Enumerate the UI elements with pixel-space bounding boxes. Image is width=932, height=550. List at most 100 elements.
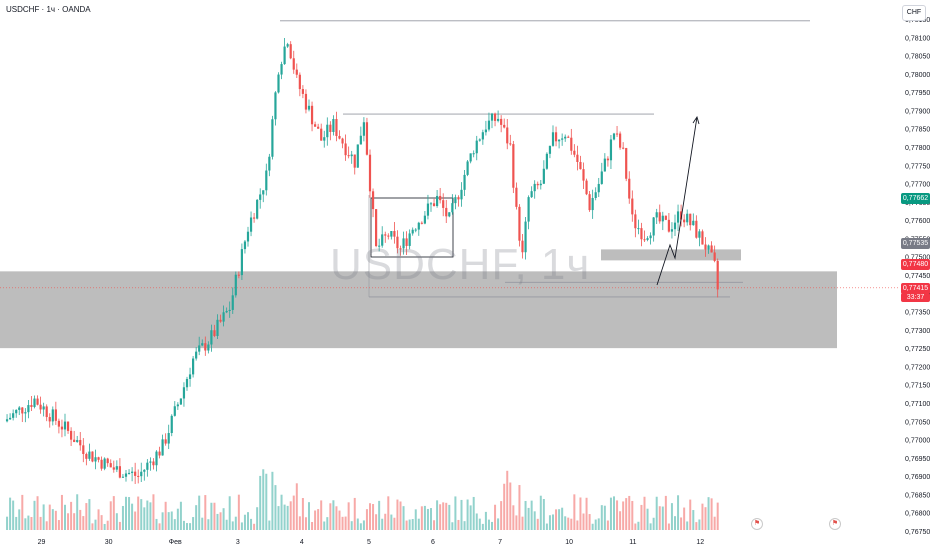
volume-bar <box>527 507 530 530</box>
candle <box>182 387 186 399</box>
candle <box>378 245 381 247</box>
volume-bar <box>408 519 411 530</box>
volume-bar <box>521 516 524 530</box>
candle <box>478 139 481 141</box>
candle <box>51 409 54 422</box>
candle <box>698 231 701 238</box>
volume-bar <box>695 522 698 530</box>
volume-bar <box>234 516 237 530</box>
candle <box>12 413 15 418</box>
candle <box>548 145 552 154</box>
volume-bar <box>189 523 192 530</box>
volume-bar <box>585 497 588 530</box>
volume-bar <box>54 510 57 530</box>
volume-bar <box>213 502 216 530</box>
volume-bar <box>463 521 466 530</box>
volume-bar <box>182 520 185 530</box>
volume-bar <box>27 515 30 530</box>
volume-bar <box>481 523 484 530</box>
us-flag-icon[interactable]: ⚑ <box>751 518 763 530</box>
us-flag-icon[interactable]: ⚑ <box>829 518 841 530</box>
price-tag-open: 0,77480 <box>901 259 930 270</box>
candle <box>246 231 250 242</box>
volume-bar <box>597 518 600 530</box>
candle <box>36 398 39 405</box>
volume-bar <box>576 520 579 530</box>
volume-bar <box>442 502 445 530</box>
x-tick-label: 4 <box>300 539 304 546</box>
volume-bar <box>484 511 487 530</box>
candle <box>490 113 494 121</box>
candle <box>396 236 399 249</box>
candle <box>15 409 18 414</box>
candle <box>42 406 45 410</box>
candle <box>570 137 573 151</box>
candle <box>466 161 469 175</box>
volume-bar <box>420 506 423 530</box>
candle <box>82 445 85 454</box>
candle <box>283 46 286 65</box>
resistance-box <box>601 249 741 261</box>
candle <box>356 144 359 168</box>
candle <box>362 122 365 136</box>
volume-bar <box>369 503 371 530</box>
volume-bar <box>417 518 420 530</box>
candle <box>66 421 70 431</box>
candle <box>289 44 292 59</box>
candle <box>701 231 704 245</box>
candle <box>253 217 256 219</box>
volume-bar <box>390 514 393 530</box>
volume-bar <box>512 505 515 530</box>
x-tick-label: 10 <box>565 539 573 546</box>
volume-bar <box>405 520 408 530</box>
volume-bar <box>652 517 655 530</box>
volume-bar <box>137 496 140 530</box>
candle <box>70 430 73 440</box>
volume-bar <box>149 502 152 530</box>
volume-bar <box>73 513 76 530</box>
volume-bar <box>143 507 146 530</box>
candle <box>143 469 146 472</box>
candle <box>79 439 82 446</box>
volume-bar <box>112 496 115 530</box>
candle <box>521 240 524 253</box>
candle <box>338 135 341 139</box>
candle <box>301 89 304 94</box>
y-tick-label: 0,78100 <box>905 35 930 42</box>
candle <box>448 212 451 217</box>
candle <box>237 274 240 276</box>
volume-bar <box>60 494 63 530</box>
candle <box>341 138 344 144</box>
candle <box>146 462 149 470</box>
candle <box>231 295 234 310</box>
x-tick-label: 30 <box>105 539 113 546</box>
volume-bar <box>591 523 594 530</box>
volume-bar <box>12 500 15 530</box>
candle <box>170 415 173 434</box>
candle <box>365 122 369 155</box>
volume-bar <box>570 518 573 530</box>
x-tick-label: 12 <box>696 539 704 546</box>
volume-bar <box>179 501 182 530</box>
volume-bar <box>301 498 304 530</box>
volume-bar <box>628 495 631 530</box>
volume-bar <box>204 495 207 530</box>
volume-bar <box>548 515 551 530</box>
candle <box>579 161 582 170</box>
candle <box>454 197 457 204</box>
volume-bar <box>85 503 88 530</box>
currency-button[interactable]: CHF <box>902 5 926 21</box>
candle <box>603 158 606 172</box>
candle <box>670 229 674 232</box>
candle <box>115 466 118 470</box>
candle <box>216 319 219 336</box>
candle <box>628 178 631 199</box>
candle <box>222 312 225 322</box>
volume-bar <box>506 470 509 530</box>
candle <box>323 137 326 141</box>
candle <box>567 136 570 138</box>
candle <box>408 233 411 246</box>
volume-bar <box>237 494 240 530</box>
candle <box>417 222 420 230</box>
